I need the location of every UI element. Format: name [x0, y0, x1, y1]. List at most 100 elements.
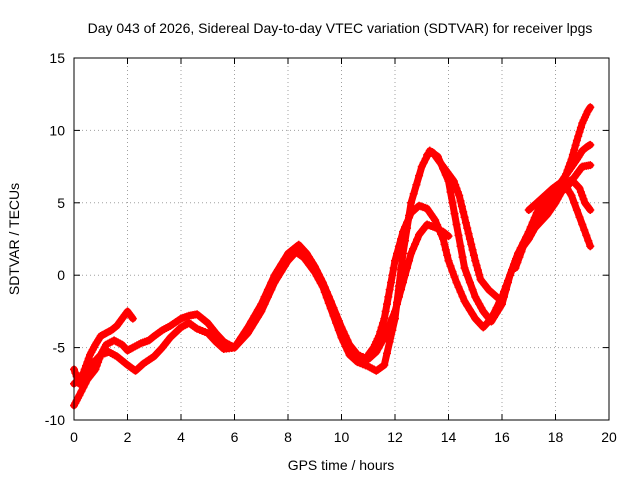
data-point	[76, 376, 85, 385]
x-axis-label: GPS time / hours	[288, 457, 395, 473]
data-point	[452, 220, 461, 229]
data-point	[433, 220, 442, 229]
y-tick-label: 10	[49, 122, 65, 138]
data-point	[128, 314, 137, 323]
x-tick-label: 18	[548, 429, 564, 445]
data-point	[380, 314, 389, 323]
data-point	[517, 243, 526, 252]
data-point	[467, 240, 476, 249]
data-point	[472, 261, 481, 270]
data-point	[435, 225, 444, 234]
data-point	[368, 345, 377, 354]
data-point	[409, 189, 418, 198]
data-point	[575, 184, 584, 193]
data-point	[71, 368, 80, 377]
data-point	[332, 310, 341, 319]
data-point	[385, 337, 394, 346]
data-point	[247, 317, 256, 326]
data-point	[440, 240, 449, 249]
data-point	[320, 283, 329, 292]
data-point	[343, 336, 352, 345]
data-point	[444, 232, 453, 241]
data-point	[237, 333, 246, 342]
data-point	[576, 187, 585, 196]
data-point	[273, 265, 282, 274]
data-point	[572, 206, 581, 215]
x-tick-labels: 0 2 4 6 8 10 12 14 16 18 20	[70, 429, 617, 445]
data-point	[448, 267, 457, 276]
data-point	[384, 292, 393, 301]
data-point	[395, 242, 404, 251]
data-point	[496, 296, 505, 305]
data-point	[334, 316, 343, 325]
y-tick-labels: -10 -5 0 5 10 15	[45, 50, 65, 428]
data-point	[463, 301, 472, 310]
data-point	[322, 287, 331, 296]
data-point	[403, 263, 412, 272]
data-point	[324, 292, 333, 301]
data-point	[450, 209, 459, 218]
data-point	[79, 368, 88, 377]
data-point	[570, 145, 579, 154]
data-point	[411, 240, 420, 249]
data-point	[513, 252, 522, 261]
data-point	[393, 249, 402, 258]
data-point	[253, 305, 262, 314]
data-point	[453, 187, 462, 196]
data-point	[407, 198, 416, 207]
data-point	[376, 327, 385, 336]
data-point	[415, 171, 424, 180]
data-point	[586, 140, 595, 149]
data-point	[568, 150, 577, 159]
data-point	[401, 223, 410, 232]
data-point	[460, 297, 469, 306]
data-point	[463, 271, 472, 280]
data-point	[409, 244, 418, 253]
data-point	[468, 285, 477, 294]
data-point	[448, 198, 457, 207]
data-point	[460, 263, 469, 272]
data-point	[454, 283, 463, 292]
data-point	[458, 292, 467, 301]
data-point	[270, 271, 279, 280]
data-point	[413, 235, 422, 244]
data-point	[456, 196, 465, 205]
data-point	[385, 320, 394, 329]
data-point	[257, 300, 266, 309]
chart-title: Day 043 of 2026, Sidereal Day-to-day VTE…	[88, 20, 593, 36]
data-point	[511, 256, 520, 265]
data-point	[456, 242, 465, 251]
series-track-6	[511, 175, 595, 265]
data-point	[405, 213, 414, 222]
data-point	[388, 313, 397, 322]
data-point	[459, 207, 468, 216]
data-point	[407, 249, 416, 258]
data-point	[502, 282, 511, 291]
data-point	[444, 256, 453, 265]
data-point	[469, 251, 478, 260]
data-point	[575, 127, 584, 136]
data-point	[567, 191, 576, 200]
data-point	[374, 332, 383, 341]
data-point	[465, 278, 474, 287]
data-point	[388, 271, 397, 280]
y-tick-label: 5	[57, 195, 65, 211]
data-point	[452, 278, 461, 287]
data-point	[584, 236, 593, 245]
data-point	[431, 216, 440, 225]
data-point	[571, 141, 580, 150]
data-point	[457, 202, 466, 211]
data-point	[386, 278, 395, 287]
data-point	[511, 263, 520, 272]
data-point	[83, 358, 92, 367]
data-point	[260, 292, 269, 301]
data-point	[329, 303, 338, 312]
data-point	[498, 297, 506, 306]
data-point	[78, 372, 87, 381]
data-point	[578, 191, 587, 200]
data-point	[572, 136, 581, 145]
data-point	[463, 224, 472, 233]
x-tick-label: 6	[231, 429, 239, 445]
x-tick-label: 16	[494, 429, 510, 445]
series-track-5	[524, 140, 595, 215]
